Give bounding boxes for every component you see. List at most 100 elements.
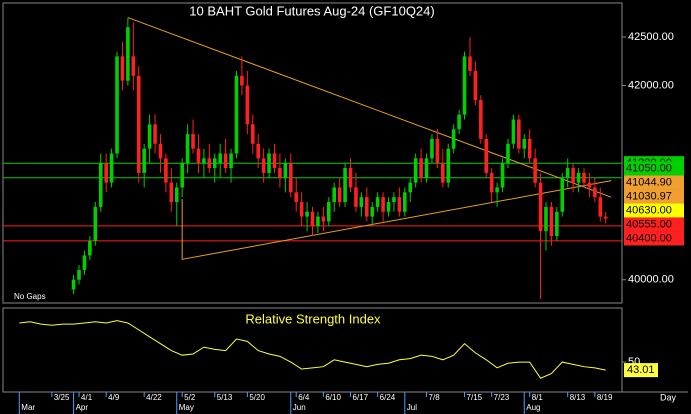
y-tick-label: 42000.00 [628, 79, 674, 91]
y-tick-label: 40000.00 [628, 274, 674, 286]
x-tick-label: 6/24 [380, 393, 396, 402]
candle-body [218, 153, 222, 164]
x-tick-label: 4/22 [146, 393, 162, 402]
x-tick-label: 8/13 [570, 393, 586, 402]
candle-body [598, 197, 603, 217]
chart-title: 10 BAHT Gold Futures Aug-24 (GF10Q24) [189, 3, 434, 18]
candle-body [202, 158, 206, 164]
candle-body [180, 163, 184, 188]
month-label: Apr [76, 403, 89, 412]
candle-body [397, 197, 402, 212]
candle-body [484, 138, 489, 173]
x-tick-label: 3/25 [54, 393, 70, 402]
candle-body [88, 240, 92, 256]
candle-body [126, 27, 130, 81]
candle-body [326, 202, 331, 222]
level-label: 40555.00 [626, 218, 672, 230]
candle-body [533, 158, 537, 183]
trendline [127, 17, 612, 198]
candle-body [408, 182, 413, 193]
candle-body [576, 172, 581, 183]
candle-body [587, 182, 592, 188]
rsi-title: Relative Strength Index [245, 311, 381, 326]
candle-body [348, 168, 353, 188]
candle-body [354, 187, 358, 207]
candle-body [234, 75, 239, 154]
candle-body [468, 56, 472, 71]
candle-body [321, 216, 326, 222]
candle-body [517, 119, 521, 149]
level-label-box [624, 175, 684, 190]
candle-body [71, 279, 76, 290]
trendline [181, 180, 612, 260]
level-label-box [624, 231, 684, 246]
x-tick-label: 5/2 [184, 393, 196, 402]
candle-body [457, 114, 461, 130]
no-gaps-note: No Gaps [14, 292, 46, 301]
candle-body [495, 187, 499, 193]
candle-body [565, 168, 570, 178]
candle-body [256, 143, 261, 159]
candle-body [191, 134, 195, 149]
candle-body [310, 211, 315, 227]
x-tick-label: 4/9 [108, 393, 120, 402]
candle-body [131, 56, 136, 76]
level-label-box [624, 217, 684, 232]
month-label: Aug [526, 403, 540, 412]
candle-body [538, 182, 543, 232]
level-label-box [624, 161, 684, 176]
x-tick-label: 6/17 [353, 393, 369, 402]
candle-body [267, 153, 271, 173]
candle-body [245, 85, 250, 125]
candle-body [419, 158, 423, 178]
candle-body [424, 158, 429, 178]
candle-body [381, 197, 385, 212]
candle-body [337, 187, 342, 203]
candle-body [370, 206, 375, 217]
candle-body [305, 211, 309, 217]
candle-body [93, 206, 98, 241]
x-tick-label: 7/23 [494, 393, 510, 402]
candle-body [359, 197, 364, 207]
level-label: 41044.90 [626, 176, 672, 188]
rsi-last-box [624, 363, 658, 378]
candle-body [272, 153, 277, 169]
candle-body [174, 187, 179, 203]
candle-body [489, 172, 494, 193]
x-tick-label: 7/8 [429, 393, 441, 402]
candle-body [136, 75, 141, 173]
candle-body [332, 187, 337, 203]
candle-body [77, 269, 81, 280]
candle-body [207, 158, 212, 169]
candle-body [413, 158, 418, 183]
candle-body [115, 56, 119, 154]
candle-body [375, 197, 380, 207]
candle-body [98, 163, 103, 207]
candle-body [441, 163, 445, 183]
candle-body [603, 216, 608, 219]
rsi-line [19, 320, 606, 379]
x-tick-label: 6/10 [325, 393, 341, 402]
level-label: 41030.97 [626, 190, 672, 202]
candle-body [451, 129, 456, 149]
candle-body [164, 158, 168, 183]
candle-body [343, 168, 347, 203]
candle-body [278, 168, 282, 178]
candle-body [544, 206, 548, 232]
candle-body [560, 177, 565, 212]
candle-body [555, 211, 559, 237]
candle-body [571, 168, 575, 183]
x-tick-label: 4/1 [81, 393, 93, 402]
month-label: May [179, 403, 194, 412]
candle-body [223, 153, 228, 169]
candle-body [430, 138, 434, 159]
rsi-last-label: 43.01 [627, 364, 655, 376]
candle-body [82, 255, 87, 270]
candle-body [196, 148, 201, 164]
price-pane [2, 2, 623, 304]
level-label: 40400.00 [626, 232, 672, 244]
x-tick-label: 8/19 [597, 393, 613, 402]
candle-body [446, 148, 451, 183]
candle-body [435, 138, 440, 164]
